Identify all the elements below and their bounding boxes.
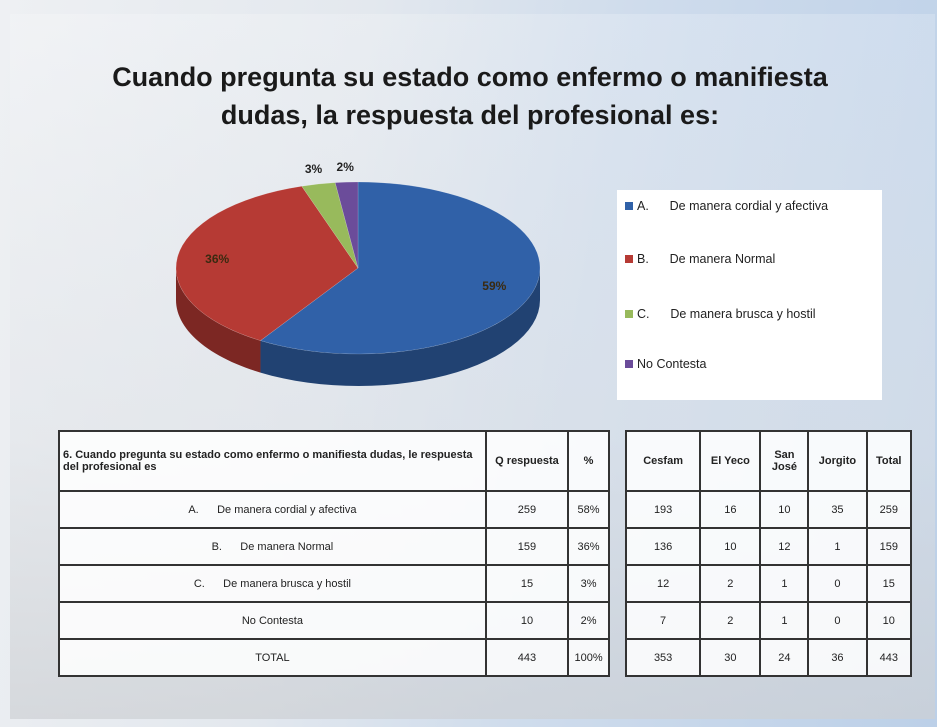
legend-label: C. De manera brusca y hostil <box>637 307 816 321</box>
header-cell: Q respuesta <box>484 430 570 492</box>
table-cell: 443 <box>484 638 570 677</box>
pie-slice <box>334 181 359 269</box>
header-cell: 6. Cuando pregunta su estado como enferm… <box>58 430 487 492</box>
table-row: 136 10 12 1 159 <box>624 527 913 566</box>
table-cell: B. De manera Normal <box>58 527 487 566</box>
pie-slice <box>301 182 359 269</box>
table-cell: 16 <box>699 490 762 529</box>
pie-slice <box>259 181 541 355</box>
table-cell: 58% <box>567 490 610 529</box>
table-cell: 443 <box>865 638 913 677</box>
table-cell: A. De manera cordial y afectiva <box>58 490 487 529</box>
header-row: 6. Cuando pregunta su estado como enferm… <box>58 430 610 492</box>
legend-item: A. De manera cordial y afectiva <box>625 197 877 216</box>
table-cell: 10 <box>759 490 810 529</box>
table-cell: 159 <box>484 527 570 566</box>
table-row: No Contesta 10 2% <box>58 601 610 640</box>
table-cell: 12 <box>624 564 702 603</box>
table-row: 353 30 24 36 443 <box>624 638 913 677</box>
table-cell: 136 <box>624 527 702 566</box>
header-cell: Cesfam <box>624 430 702 492</box>
location-table: Cesfam El Yeco San José Jorgito Total 193 16 10… <box>624 430 913 677</box>
table-row: A. De manera cordial y afectiva 259 58% <box>58 490 610 529</box>
table-cell: 15 <box>484 564 570 603</box>
table-cell: 1 <box>759 564 810 603</box>
table-cell: 1 <box>759 601 810 640</box>
pie-side <box>260 268 540 386</box>
data-label: 59% <box>482 279 506 293</box>
header-cell: Total <box>865 430 913 492</box>
table-cell: 36 <box>807 638 868 677</box>
header-cell: % <box>567 430 610 492</box>
header-cell: San José <box>759 430 810 492</box>
header-cell: El Yeco <box>699 430 762 492</box>
legend-label: B. De manera Normal <box>637 252 776 266</box>
table-cell: 2 <box>699 564 762 603</box>
table-cell: 259 <box>484 490 570 529</box>
table-row: B. De manera Normal 159 36% <box>58 527 610 566</box>
legend-swatch <box>625 255 633 263</box>
table-cell: C. De manera brusca y hostil <box>58 564 487 603</box>
table-cell: 10 <box>699 527 762 566</box>
table-cell: 36% <box>567 527 610 566</box>
table-cell: 10 <box>484 601 570 640</box>
data-label: 2% <box>337 160 355 174</box>
legend-swatch <box>625 310 633 318</box>
table-row: C. De manera brusca y hostil 15 3% <box>58 564 610 603</box>
table-row: 193 16 10 35 259 <box>624 490 913 529</box>
table-cell: 2% <box>567 601 610 640</box>
header-cell: Jorgito <box>807 430 868 492</box>
table-cell: 259 <box>865 490 913 529</box>
legend: A. De manera cordial y afectiva B. De man… <box>617 190 882 400</box>
legend-swatch <box>625 202 633 210</box>
table-row: TOTAL 443 100% <box>58 638 610 677</box>
table-cell: 2 <box>699 601 762 640</box>
table-cell: 159 <box>865 527 913 566</box>
data-label: 3% <box>305 162 323 176</box>
table-cell: 100% <box>567 638 610 677</box>
table-row: 7 2 1 0 10 <box>624 601 913 640</box>
table-cell: 12 <box>759 527 810 566</box>
table-cell: 35 <box>807 490 868 529</box>
header-row: Cesfam El Yeco San José Jorgito Total <box>624 430 913 492</box>
table-cell: 30 <box>699 638 762 677</box>
legend-label: No Contesta <box>637 357 707 371</box>
table-row: 12 2 1 0 15 <box>624 564 913 603</box>
table-cell: TOTAL <box>58 638 487 677</box>
pie-chart: 59% 36% 3% 2% <box>175 160 541 386</box>
table-cell: 7 <box>624 601 702 640</box>
legend-item: B. De manera Normal <box>625 250 877 269</box>
legend-item: C. De manera brusca y hostil <box>625 305 877 324</box>
table-cell: 24 <box>759 638 810 677</box>
table-cell: 193 <box>624 490 702 529</box>
summary-table: 6. Cuando pregunta su estado como enferm… <box>58 430 610 677</box>
table-cell: 3% <box>567 564 610 603</box>
chart-title: Cuando pregunta su estado como enfermo o… <box>112 62 828 130</box>
legend-label: A. De manera cordial y afectiva <box>637 199 829 213</box>
table-cell: 0 <box>807 564 868 603</box>
pie-slice <box>175 185 359 341</box>
data-label: 36% <box>205 252 229 266</box>
legend-swatch <box>625 360 633 368</box>
table-cell: 353 <box>624 638 702 677</box>
table-cell: 0 <box>807 601 868 640</box>
pie-side <box>176 268 261 373</box>
table-cell: 1 <box>807 527 868 566</box>
table-cell: 15 <box>865 564 913 603</box>
legend-item: No Contesta <box>625 355 877 374</box>
table-cell: 10 <box>865 601 913 640</box>
table-cell: No Contesta <box>58 601 487 640</box>
